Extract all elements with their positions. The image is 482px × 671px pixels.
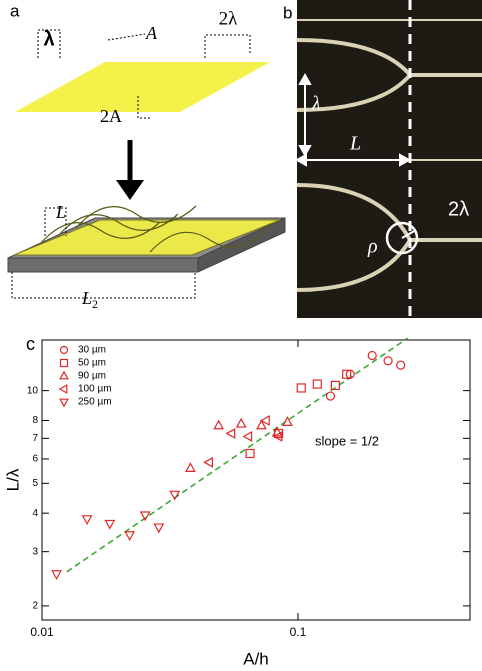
legend-label: 50 µm	[78, 358, 106, 369]
point	[272, 431, 283, 442]
legend-marker	[59, 358, 69, 368]
y-tick-label: 6	[32, 454, 38, 465]
label-two-lambda: 2λ	[448, 198, 469, 220]
base-front	[7, 257, 199, 273]
panel-label: a	[10, 1, 20, 20]
legend-marker	[59, 398, 69, 408]
label-total-length-sub: 2	[92, 297, 98, 311]
legend-marker	[58, 384, 68, 394]
label-total-length: L2	[81, 288, 98, 311]
label-lambda: λ	[43, 28, 54, 50]
point	[153, 523, 165, 534]
point	[81, 515, 93, 526]
point	[213, 419, 225, 430]
point	[235, 417, 247, 428]
point	[325, 391, 336, 401]
point	[367, 350, 377, 361]
label-amplitude: A	[145, 23, 158, 43]
panel-b	[294, 0, 482, 318]
point	[312, 379, 322, 389]
point	[256, 419, 267, 430]
legend-label: 30 µm	[78, 345, 106, 356]
point	[51, 570, 62, 580]
legend-label: 100 µm	[78, 384, 112, 395]
yellow-sheet	[15, 62, 270, 112]
label-rho: ρ	[367, 236, 378, 258]
label-two-amplitude: 2A	[100, 106, 122, 126]
y-tick-label: 7	[32, 433, 38, 444]
point	[296, 383, 306, 393]
y-tick-label: 10	[27, 385, 39, 396]
legend-marker	[59, 370, 69, 380]
legend-label: 250 µm	[78, 397, 112, 408]
point	[225, 428, 236, 439]
plot-frame	[41, 339, 471, 621]
legend-marker	[59, 345, 69, 355]
x-tick-label: 0.01	[30, 625, 54, 639]
x-axis-label: A/h	[243, 649, 269, 668]
y-tick-label: 3	[32, 546, 38, 557]
label-length: L	[349, 133, 361, 155]
point	[139, 511, 151, 522]
label-two-lambda: 2λ	[219, 8, 239, 29]
y-axis-label: L/λ	[3, 468, 22, 491]
point	[342, 369, 352, 379]
fit-line	[66, 337, 409, 573]
y-tick-label: 8	[32, 415, 38, 426]
arrows	[294, 72, 412, 167]
legend-label: 90 µm	[78, 371, 106, 382]
dimension-lines	[11, 29, 251, 299]
y-tick-label: 5	[32, 478, 38, 489]
corrugated-sheet	[13, 219, 281, 256]
arrow-head	[116, 180, 144, 200]
point	[259, 415, 270, 426]
point	[245, 448, 255, 459]
label-lambda: λ	[311, 93, 321, 115]
point	[184, 462, 196, 472]
point	[271, 426, 283, 437]
x-tick-label: 0.1	[290, 625, 307, 639]
point	[124, 531, 136, 541]
panel-label: c	[26, 334, 35, 354]
curvature-circle	[385, 221, 419, 255]
point	[203, 456, 214, 468]
point	[242, 431, 253, 442]
y-tick-label: 2	[32, 601, 38, 612]
radius	[401, 229, 417, 239]
label-length: L	[55, 202, 66, 222]
point	[282, 416, 293, 426]
point	[396, 360, 406, 370]
y-tick-label: 4	[32, 508, 38, 519]
panel-label: b	[283, 3, 292, 22]
point	[104, 519, 116, 530]
ridges	[39, 205, 271, 253]
point	[383, 356, 393, 366]
point	[169, 490, 181, 501]
point	[330, 380, 340, 390]
annotation: slope = 1/2	[315, 433, 379, 448]
panel-a	[7, 29, 286, 299]
